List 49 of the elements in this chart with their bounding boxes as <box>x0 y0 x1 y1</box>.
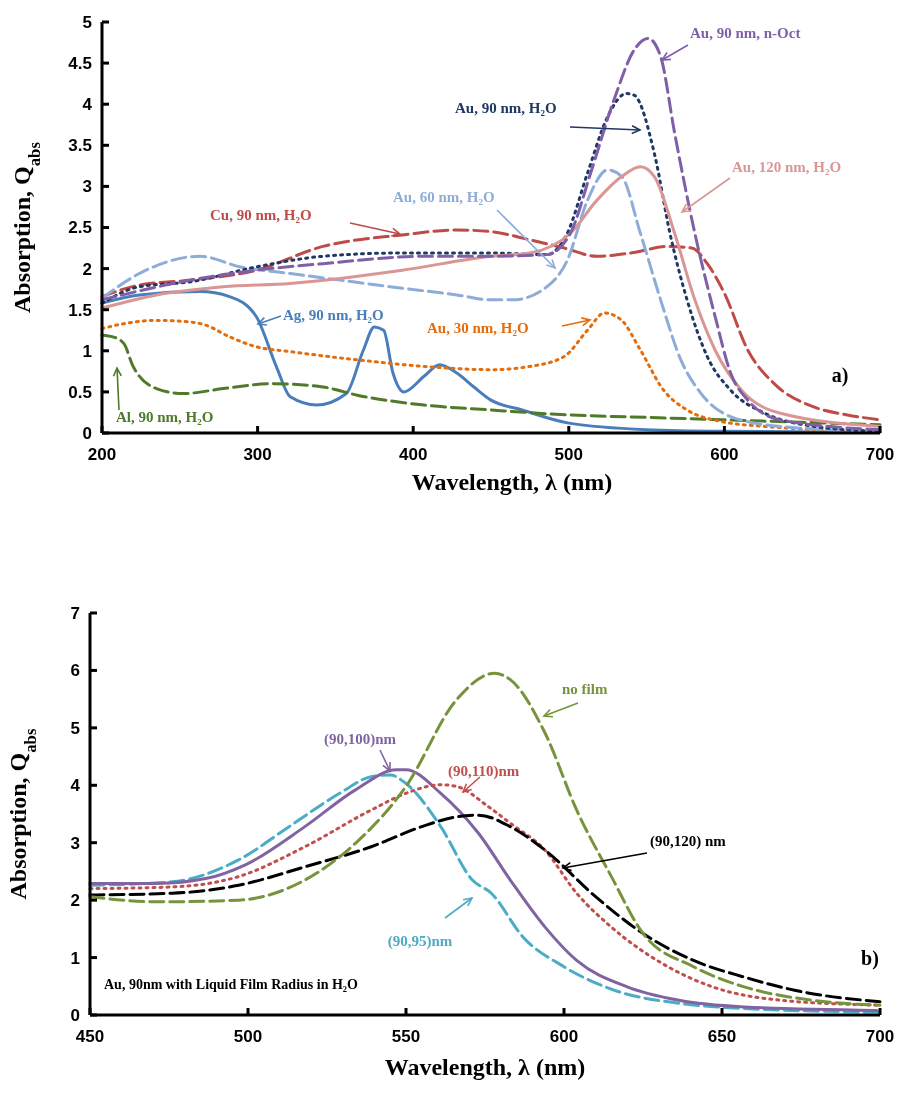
y-tick-label: 4.5 <box>68 54 92 74</box>
x-tick-label: 700 <box>865 1027 895 1046</box>
y-tick-label: 0.5 <box>68 382 92 402</box>
y-tick-label: 1 <box>82 341 92 361</box>
x-axis-title: Wavelength, λ (nm) <box>384 1054 586 1080</box>
text: Au, 30 nm, H₂O <box>427 320 529 336</box>
y-tick-label: 0 <box>82 423 92 443</box>
x-tick-label: 550 <box>391 1027 421 1046</box>
text: Au, 90 nm, H₂O <box>455 100 557 116</box>
x-tick-label: 400 <box>399 445 428 464</box>
series-label: (90,100)nm <box>323 731 397 748</box>
x-tick-label: 650 <box>707 1027 737 1046</box>
text: Au, 60 nm, H₂O <box>393 189 495 205</box>
x-tick-label: 300 <box>243 445 272 464</box>
x-tick-label: 200 <box>87 445 117 464</box>
y-tick-label: 3.5 <box>68 136 92 156</box>
y-tick-label: 5 <box>82 12 92 32</box>
y-tick-label: 2.5 <box>68 218 92 238</box>
text: Au, 120 nm, H₂O <box>732 159 842 175</box>
y-tick-label: 4 <box>82 95 93 115</box>
x-tick-label: 600 <box>710 445 739 464</box>
y-tick-label: 2 <box>70 891 80 911</box>
legend-label: (90,95)nm <box>387 933 453 950</box>
y-tick-label: 1 <box>70 948 80 968</box>
x-tick-label: 500 <box>554 445 583 464</box>
text: no film <box>562 681 608 697</box>
y-tick-label: 3 <box>70 833 80 853</box>
y-tick-label: 2 <box>82 259 92 279</box>
x-tick-label: 450 <box>75 1027 105 1046</box>
series-label: Cu, 90 nm, H₂O <box>210 207 312 223</box>
legend-label: Ag, 90 nm, H₂O <box>283 307 384 323</box>
x-tick-label: 500 <box>233 1027 263 1046</box>
y-tick-label: 0 <box>70 1005 80 1025</box>
y-tick-label: 5 <box>70 718 80 738</box>
y-tick-label: 1.5 <box>68 300 92 320</box>
y-tick-label: 7 <box>70 603 80 623</box>
y-tick-label: 3 <box>82 177 92 197</box>
annotation: a) <box>831 364 849 387</box>
x-tick-label: 700 <box>865 445 895 464</box>
text: Au, 90 nm, n-Oct <box>690 25 801 41</box>
text: (90,120) nm <box>650 833 727 850</box>
x-axis-title: Wavelength, λ (nm) <box>411 469 613 495</box>
y-tick-label: 4 <box>70 776 81 796</box>
y-tick-label: 6 <box>70 661 80 681</box>
annotation: b) <box>861 947 879 970</box>
series-label: (90,110)nm <box>448 763 520 780</box>
x-tick-label: 600 <box>549 1027 579 1046</box>
annotation: Au, 90nm with Liquid Film Radius in H₂O <box>104 977 359 992</box>
series-label: Al, 90 nm, H₂O <box>116 409 214 425</box>
